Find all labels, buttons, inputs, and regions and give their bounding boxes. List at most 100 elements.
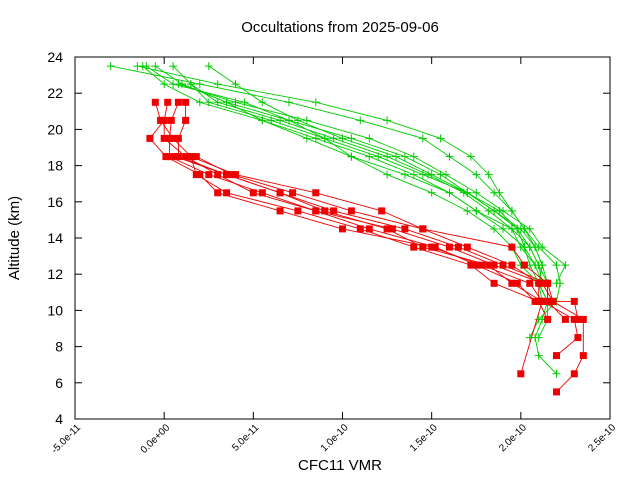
data-point xyxy=(231,98,240,107)
data-point xyxy=(484,170,493,179)
data-point xyxy=(445,152,454,161)
profile-line xyxy=(178,83,566,284)
data-point xyxy=(231,80,240,89)
data-point xyxy=(195,80,204,89)
data-point xyxy=(160,80,169,89)
data-point xyxy=(347,207,355,215)
data-point xyxy=(169,62,178,71)
chart-title: Occultations from 2025-09-06 xyxy=(241,19,439,36)
y-tick-label: 18 xyxy=(47,158,63,174)
data-point xyxy=(526,279,534,287)
y-axis-label: Altitude (km) xyxy=(6,196,23,280)
data-point xyxy=(463,206,472,215)
data-point xyxy=(167,116,175,124)
data-point xyxy=(507,224,516,233)
data-point xyxy=(525,333,534,342)
data-point xyxy=(490,261,498,269)
data-point xyxy=(311,98,320,107)
data-point xyxy=(106,62,115,71)
data-point xyxy=(485,261,493,269)
data-point xyxy=(467,261,475,269)
data-point xyxy=(330,207,338,215)
data-point xyxy=(196,171,204,179)
y-tick-label: 10 xyxy=(47,302,63,318)
data-point xyxy=(410,243,418,251)
data-point xyxy=(174,80,183,89)
profile-line xyxy=(181,83,543,284)
data-point xyxy=(401,225,409,233)
data-point xyxy=(553,352,560,360)
x-tick-label: 0.0e+00 xyxy=(139,422,173,456)
data-point xyxy=(289,189,297,197)
data-point xyxy=(347,152,356,161)
data-point xyxy=(151,62,160,71)
data-point xyxy=(534,333,543,342)
x-tick-label: 1.0e-10 xyxy=(319,422,351,454)
data-point xyxy=(285,98,293,107)
data-point xyxy=(166,153,173,161)
data-point xyxy=(365,134,374,143)
y-tick-label: 20 xyxy=(47,121,63,137)
data-point xyxy=(378,207,386,215)
data-point xyxy=(508,261,516,269)
data-point xyxy=(490,279,498,287)
data-point xyxy=(441,170,450,179)
data-point xyxy=(535,297,543,305)
data-point xyxy=(400,152,409,161)
data-point xyxy=(365,225,373,233)
data-point xyxy=(213,98,222,107)
data-point xyxy=(553,388,560,396)
data-point xyxy=(516,243,525,252)
data-point xyxy=(258,189,266,197)
series-square xyxy=(146,98,587,396)
data-point xyxy=(258,116,267,125)
data-point xyxy=(574,315,582,323)
data-point xyxy=(517,370,525,378)
data-point xyxy=(574,334,582,342)
data-point xyxy=(356,225,364,233)
data-point xyxy=(276,189,284,197)
profile-line xyxy=(155,65,543,302)
data-point xyxy=(186,80,195,89)
data-point xyxy=(454,243,462,251)
data-point xyxy=(552,261,561,270)
data-point xyxy=(214,189,222,197)
data-point xyxy=(552,279,561,288)
y-tick-label: 16 xyxy=(47,194,63,210)
x-axis-label: CFC11 VMR xyxy=(298,457,382,474)
data-point xyxy=(570,315,578,323)
data-point xyxy=(294,207,302,215)
data-point xyxy=(213,80,222,89)
data-point xyxy=(276,116,285,125)
data-point xyxy=(192,153,200,161)
data-point xyxy=(484,206,493,215)
data-point xyxy=(520,261,528,269)
profile-line xyxy=(190,83,536,266)
data-point xyxy=(347,134,356,143)
data-point xyxy=(223,171,231,179)
data-point xyxy=(472,170,481,179)
data-point xyxy=(427,188,436,197)
data-point xyxy=(228,171,236,179)
data-point xyxy=(513,279,521,287)
profile-line xyxy=(208,65,549,284)
data-point xyxy=(570,370,578,378)
data-point xyxy=(182,153,190,161)
data-point xyxy=(525,224,534,233)
data-point xyxy=(544,279,552,287)
data-point xyxy=(339,225,346,233)
data-point xyxy=(431,243,439,251)
data-point xyxy=(499,206,507,215)
data-point xyxy=(151,98,159,106)
data-point xyxy=(174,98,182,106)
data-point xyxy=(466,152,475,161)
data-point xyxy=(534,315,543,324)
data-point xyxy=(388,225,396,233)
data-point xyxy=(534,351,543,360)
data-point xyxy=(409,170,418,179)
data-point xyxy=(400,170,409,179)
data-point xyxy=(383,170,392,179)
data-point xyxy=(329,134,338,143)
data-point xyxy=(549,297,557,305)
